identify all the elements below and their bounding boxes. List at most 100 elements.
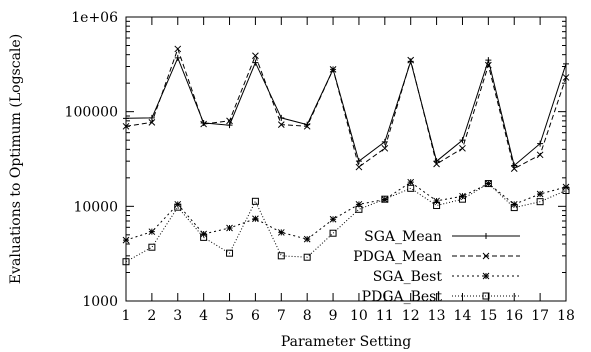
data-point xyxy=(303,253,311,261)
data-point xyxy=(329,215,337,223)
data-point xyxy=(251,197,259,205)
data-point xyxy=(252,52,259,60)
data-point xyxy=(381,144,389,152)
x-tick-label: 4 xyxy=(199,308,208,324)
data-point xyxy=(226,122,233,129)
x-tick-label: 12 xyxy=(402,308,420,324)
x-tick-label: 3 xyxy=(173,308,182,324)
data-point xyxy=(148,114,155,121)
legend: SGA_Mean PDGA_Mean SGA_Best PDGA_Best xyxy=(353,229,520,305)
x-tick-label: 14 xyxy=(454,308,472,324)
data-point xyxy=(381,196,389,203)
data-point xyxy=(484,180,492,188)
x-tick-label: 18 xyxy=(557,308,575,324)
data-point xyxy=(510,165,518,173)
data-point xyxy=(562,186,570,194)
x-tick-label: 7 xyxy=(277,308,286,324)
data-point xyxy=(174,203,182,211)
plot-frame xyxy=(125,16,567,302)
data-point xyxy=(381,138,388,145)
data-point xyxy=(563,60,569,67)
legend-marker xyxy=(482,272,490,280)
y-tick-label: 1e+06 xyxy=(71,10,118,26)
x-tick-label: 8 xyxy=(303,308,312,324)
x-tick-label: 10 xyxy=(350,308,368,324)
x-tick-label: 16 xyxy=(505,308,523,324)
data-point xyxy=(459,144,466,152)
data-point xyxy=(510,204,518,212)
legend-marker xyxy=(483,233,489,239)
data-point xyxy=(355,200,363,208)
data-point xyxy=(381,195,389,203)
data-point xyxy=(536,190,544,198)
x-tick-label: 1 xyxy=(122,308,131,324)
x-tick-label: 2 xyxy=(147,308,156,324)
x-tick-label: 13 xyxy=(428,308,446,324)
data-point xyxy=(303,122,311,130)
series-layer xyxy=(122,45,570,266)
data-point xyxy=(355,205,363,213)
data-point xyxy=(226,224,233,232)
data-point xyxy=(303,235,311,243)
y-axis-label: Evaluations to Optimum (Logscale) xyxy=(8,34,24,284)
data-point xyxy=(174,54,181,61)
data-point xyxy=(536,198,544,206)
x-tick-label: 17 xyxy=(531,308,549,324)
data-point xyxy=(123,115,129,122)
data-point xyxy=(433,197,440,205)
data-point xyxy=(148,119,156,126)
legend-marker xyxy=(482,292,490,300)
data-point xyxy=(484,180,492,187)
data-point xyxy=(122,236,130,244)
data-point xyxy=(252,215,259,223)
y-tick-label: 100000 xyxy=(65,105,118,121)
y-tick-label: 1000 xyxy=(82,294,118,310)
x-tick-label: 5 xyxy=(225,308,234,324)
data-point xyxy=(433,160,440,168)
axes xyxy=(125,16,567,302)
x-tick-label: 11 xyxy=(376,308,394,324)
data-point xyxy=(407,184,415,192)
data-point xyxy=(536,151,544,159)
data-point xyxy=(407,56,415,64)
data-point xyxy=(122,258,130,266)
data-point xyxy=(329,65,337,73)
x-axis-label: Parameter Setting xyxy=(281,334,411,350)
data-point xyxy=(226,249,234,257)
legend-label: SGA_Mean xyxy=(364,229,442,245)
x-tick-label: 6 xyxy=(251,308,260,324)
data-point xyxy=(200,119,207,126)
data-point xyxy=(459,137,466,144)
legend-marker xyxy=(482,252,490,260)
data-point xyxy=(122,122,130,130)
data-point xyxy=(277,252,285,260)
data-point xyxy=(458,195,466,203)
data-point xyxy=(200,120,208,128)
data-point xyxy=(277,121,285,128)
series-line-pdga-best xyxy=(125,182,567,263)
data-point xyxy=(433,202,441,210)
data-point xyxy=(355,163,363,171)
data-point xyxy=(200,233,208,241)
legend-label: SGA_Best xyxy=(373,269,443,285)
data-point xyxy=(174,45,182,53)
data-point xyxy=(277,229,285,236)
data-point xyxy=(148,228,156,236)
legend-label: PDGA_Best xyxy=(362,289,443,305)
data-point xyxy=(537,140,544,147)
data-point xyxy=(485,57,492,64)
x-tick-label: 9 xyxy=(329,308,338,324)
x-tick-label: 15 xyxy=(479,308,497,324)
data-point xyxy=(329,229,337,237)
series-line-pdga-mean xyxy=(125,47,567,170)
data-point xyxy=(148,243,156,251)
data-point xyxy=(226,117,233,125)
y-tick-label: 10000 xyxy=(73,199,118,215)
data-point xyxy=(484,61,492,69)
data-point xyxy=(407,178,415,186)
data-point xyxy=(562,74,570,81)
legend-label: PDGA_Mean xyxy=(353,249,442,265)
data-point xyxy=(252,59,259,66)
